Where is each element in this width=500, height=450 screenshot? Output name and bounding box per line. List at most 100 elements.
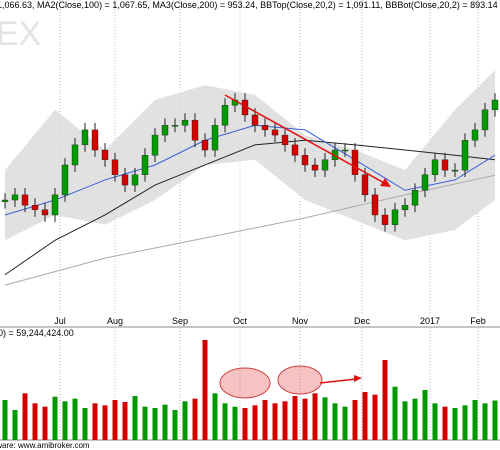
volume-bar (472, 400, 478, 440)
volume-bar (62, 401, 68, 440)
candle-body (421, 174, 429, 191)
arrow-head (354, 375, 362, 382)
volume-bar (42, 406, 48, 440)
x-tick-label: Nov (292, 316, 309, 326)
candle-body (351, 149, 359, 175)
highlight (219, 367, 271, 399)
candle-body (451, 169, 459, 172)
volume-bar (132, 396, 138, 440)
candle-body (21, 194, 29, 206)
volume-bar (222, 403, 228, 440)
volume-bar (232, 406, 238, 440)
footer: tware: www.amibroker.com (0, 441, 90, 450)
volume-bar (22, 393, 28, 440)
volume-bar (92, 403, 98, 440)
x-tick-label: Jul (54, 316, 66, 326)
volume-bar (212, 393, 218, 440)
volume-bar (112, 400, 118, 440)
volume-bar (322, 397, 328, 440)
candle-body (81, 129, 89, 146)
x-tick-label: Oct (233, 316, 248, 326)
candle-body (131, 174, 139, 186)
x-tick-label: 2017 (420, 316, 440, 326)
arrow-head (380, 178, 391, 187)
candle-body (41, 209, 49, 216)
volume-bar (442, 406, 448, 440)
volume-bar (392, 386, 398, 440)
candle-body (61, 164, 69, 196)
candle-body (301, 155, 309, 166)
volume-bar (482, 403, 488, 440)
candle-body (121, 174, 129, 186)
volume-bar (192, 398, 198, 440)
volume-bar (52, 396, 58, 440)
volume-bar (12, 410, 18, 440)
volume-bar (72, 398, 78, 440)
highlight (277, 365, 323, 395)
candle-body (101, 149, 109, 160)
volume-bar (122, 402, 128, 440)
candle-body (491, 99, 499, 110)
candle-body (271, 129, 279, 136)
volume-bar (282, 401, 288, 440)
moving-average (4, 139, 496, 276)
candle-body (411, 190, 419, 206)
x-tick-label: Sep (172, 316, 188, 326)
candle-body (211, 125, 219, 151)
volume-bar (82, 408, 88, 440)
volume-title: 0) = 59,244,424.00 (0, 328, 74, 338)
candle-body (341, 149, 349, 152)
volume-bar (382, 360, 388, 440)
candle-body (141, 155, 149, 175)
candle-body (191, 119, 199, 141)
candle-body (461, 140, 469, 171)
candle-body (321, 159, 329, 171)
candle-body (151, 134, 159, 156)
volume-bar (32, 403, 38, 440)
x-tick-label: Aug (107, 316, 123, 326)
volume-bar (432, 403, 438, 440)
candle-body (181, 119, 189, 126)
volume-bar (252, 405, 258, 440)
volume-bar (362, 392, 368, 440)
volume-bar (292, 396, 298, 440)
candle-body (161, 125, 169, 136)
volume-bar (242, 408, 248, 440)
candle-body (261, 125, 269, 131)
candle-body (1, 199, 9, 202)
x-tick-label: Dec (354, 316, 371, 326)
volume-bar (342, 406, 348, 440)
candle-body (221, 104, 229, 126)
candle-body (431, 159, 439, 175)
trend-arrow (224, 94, 387, 185)
candle-body (281, 134, 289, 146)
volume-bar (402, 401, 408, 440)
candle-body (91, 129, 99, 151)
volume-bar (202, 340, 208, 440)
volume-bar (462, 405, 468, 440)
volume-bar (372, 394, 378, 440)
watermark: EX (0, 15, 41, 53)
volume-bar (182, 401, 188, 440)
candle-body (361, 174, 369, 196)
candle-body (401, 205, 409, 211)
candle-body (291, 144, 299, 156)
volume-bar (262, 400, 268, 440)
moving-average (4, 174, 496, 286)
x-tick-label: Feb (470, 316, 486, 326)
candle-body (11, 194, 19, 201)
candle-body (201, 140, 209, 151)
volume-bar (352, 400, 358, 440)
candle-body (251, 114, 259, 126)
candle-body (471, 129, 479, 141)
candle-body (391, 209, 399, 225)
candle-body (31, 205, 39, 211)
candle-body (311, 164, 319, 171)
candle-body (481, 109, 489, 131)
candle-body (71, 144, 79, 166)
volume-bar (2, 400, 8, 440)
volume-bar (452, 408, 458, 440)
candle-body (51, 194, 59, 216)
